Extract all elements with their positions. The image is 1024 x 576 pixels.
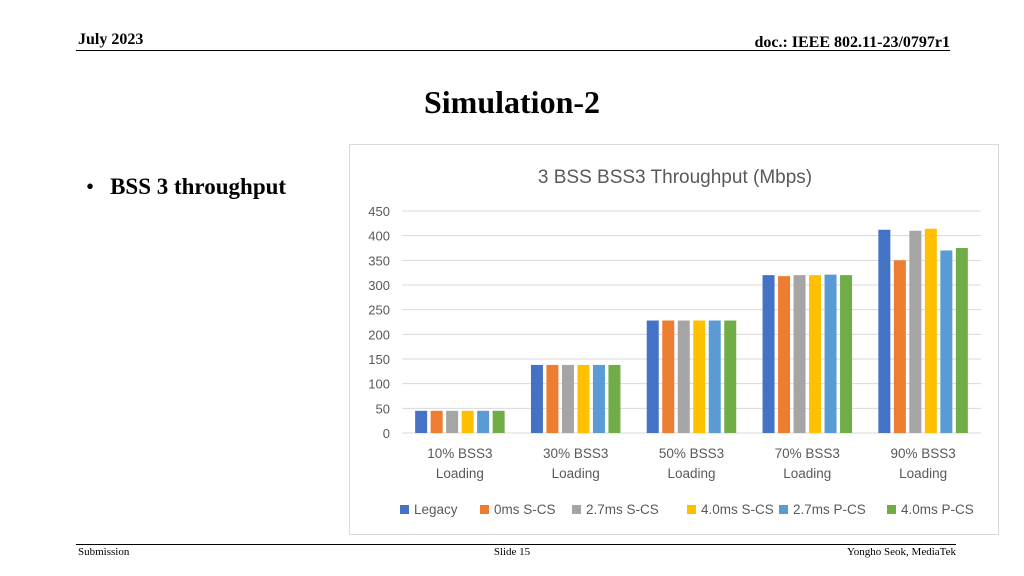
legend-swatch [779,505,788,514]
header-date: July 2023 [78,31,144,48]
bar [724,320,737,433]
x-category-label: 90% BSS3 [890,446,955,461]
x-category-label: Loading [552,466,600,481]
legend-label: 4.0ms P-CS [901,502,974,517]
bar [577,364,590,433]
bar [608,364,621,433]
y-tick-label: 50 [376,401,390,416]
x-category-label: Loading [667,466,715,481]
legend-label: 2.7ms P-CS [793,502,866,517]
bar [461,410,474,433]
bar [546,364,559,433]
x-category-label: 30% BSS3 [543,446,608,461]
bar [492,410,505,433]
bar [430,410,443,433]
bar [693,320,706,433]
y-tick-label: 450 [368,204,390,219]
bar [840,275,853,433]
bullet-text: BSS 3 throughput [110,174,287,199]
bar [955,248,968,433]
bar [824,274,837,433]
header-divider [76,50,950,51]
bar [778,276,791,433]
bullet-item: • BSS 3 throughput [86,174,286,200]
bar [561,364,574,433]
bar [477,410,490,433]
legend-label: 0ms S-CS [494,502,556,517]
bar [809,275,822,433]
x-category-label: Loading [899,466,947,481]
bar [662,320,675,433]
bar [592,364,605,433]
x-category-label: Loading [436,466,484,481]
footer-author: Yongho Seok, MediaTek [846,546,956,558]
throughput-chart: 3 BSS BSS3 Throughput (Mbps) 0 50 100 150 200… [349,144,999,535]
x-category-label: Loading [783,466,831,481]
x-category-label: 50% BSS3 [659,446,724,461]
chart-canvas: 3 BSS BSS3 Throughput (Mbps) 0 50 100 150 200… [368,167,981,517]
y-tick-label: 250 [368,303,390,318]
bar [677,320,690,433]
y-tick-label: 350 [368,253,390,268]
y-tick-label: 200 [368,327,390,342]
bar [878,229,891,433]
legend-label: Legacy [414,502,458,517]
bar [793,275,806,433]
legend-label: 4.0ms S-CS [701,502,774,517]
y-tick-label: 0 [383,426,390,441]
footer-slide-number: Slide 15 [493,546,531,558]
slide-title: Simulation-2 [423,84,601,120]
y-tick-label: 100 [368,377,390,392]
bar [415,410,428,433]
y-tick-label: 400 [368,229,390,244]
legend-swatch [687,505,696,514]
y-tick-label: 300 [368,278,390,293]
bar [893,260,906,433]
bar [924,228,937,433]
legend-swatch [887,505,896,514]
footer-divider [76,544,956,545]
legend-swatch [480,505,489,514]
legend-label: 2.7ms S-CS [586,502,659,517]
bar [530,364,543,433]
x-category-label: 10% BSS3 [427,446,492,461]
chart-title: 3 BSS BSS3 Throughput (Mbps) [538,167,812,188]
bar [909,230,922,433]
x-category-label: 70% BSS3 [775,446,840,461]
bar [708,320,721,433]
bar [762,275,775,433]
footer-submission: Submission [78,546,130,558]
header-doc-id: doc.: IEEE 802.11-23/0797r1 [754,34,950,51]
bar [446,410,459,433]
legend-swatch [400,505,409,514]
bullet-marker: • [86,174,95,199]
bar [646,320,659,433]
legend-swatch [572,505,581,514]
y-tick-label: 150 [368,352,390,367]
bar [940,250,953,433]
